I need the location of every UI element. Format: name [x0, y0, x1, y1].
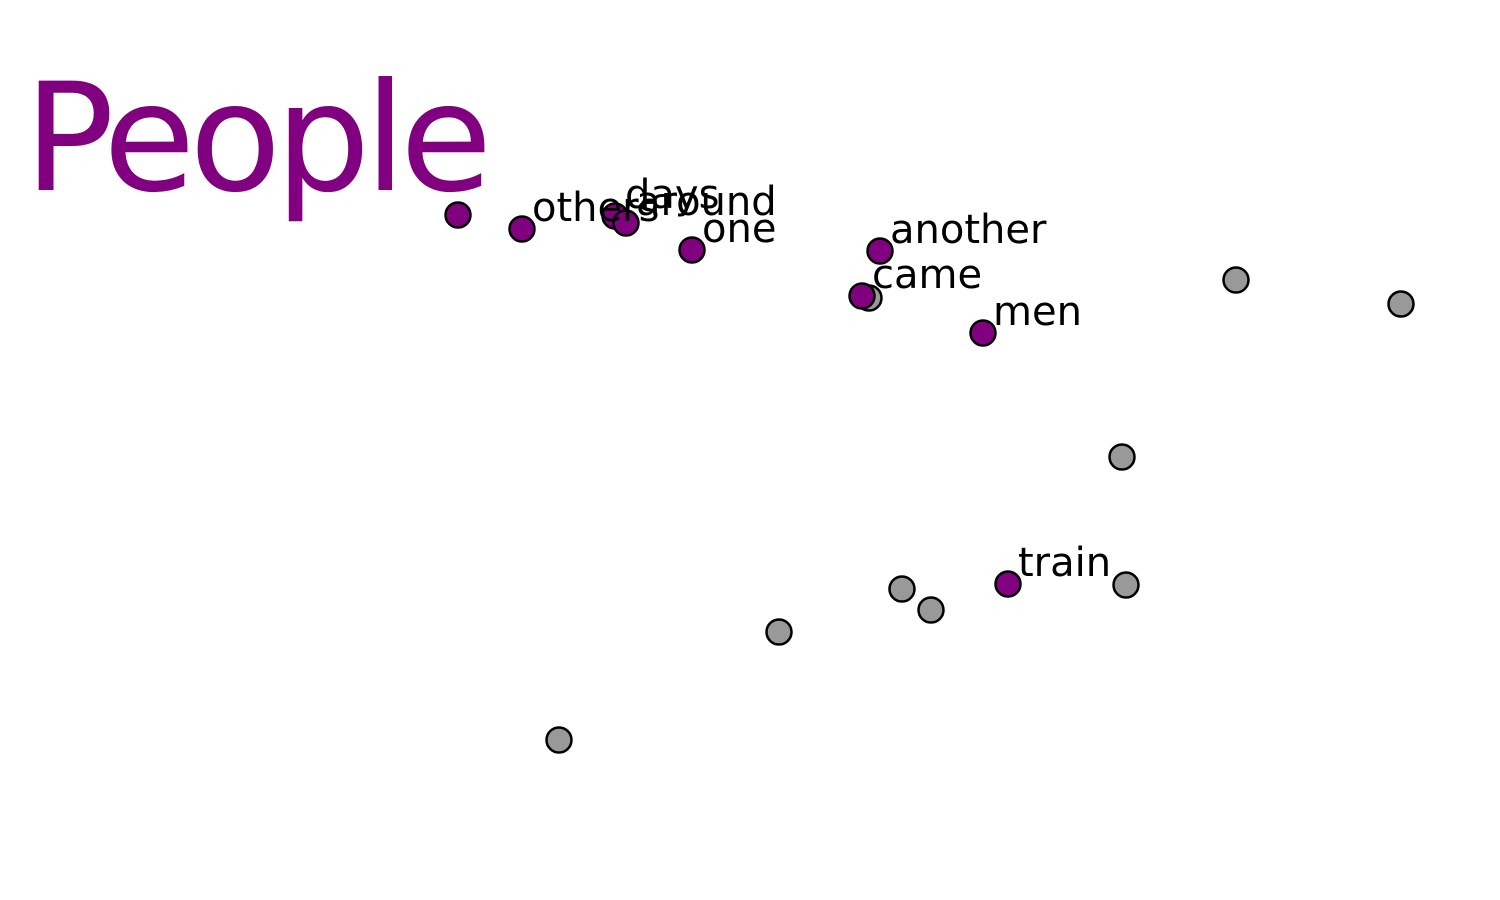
point-others [508, 215, 536, 243]
point-0 [444, 201, 472, 229]
point-one [678, 236, 706, 264]
point-13 [1112, 571, 1140, 599]
label-men: men [993, 289, 1082, 335]
point-15 [917, 596, 945, 624]
point-14 [888, 575, 916, 603]
points-layer [444, 201, 1415, 754]
label-another: another [890, 207, 1047, 253]
label-days: days [625, 172, 719, 218]
chart-title: People [24, 52, 486, 226]
label-one: one [702, 206, 776, 252]
point-came [848, 282, 876, 310]
label-around: around [636, 179, 777, 225]
point-9 [1222, 266, 1250, 294]
point-another [866, 237, 894, 265]
point-16 [765, 618, 793, 646]
point-around [612, 209, 640, 237]
point-17 [545, 726, 573, 754]
label-train: train [1018, 540, 1111, 586]
label-came: came [872, 252, 982, 298]
point-10 [1387, 290, 1415, 318]
point-11 [1108, 443, 1136, 471]
label-others: others [532, 185, 659, 231]
point-train [994, 570, 1022, 598]
point-men [969, 319, 997, 347]
